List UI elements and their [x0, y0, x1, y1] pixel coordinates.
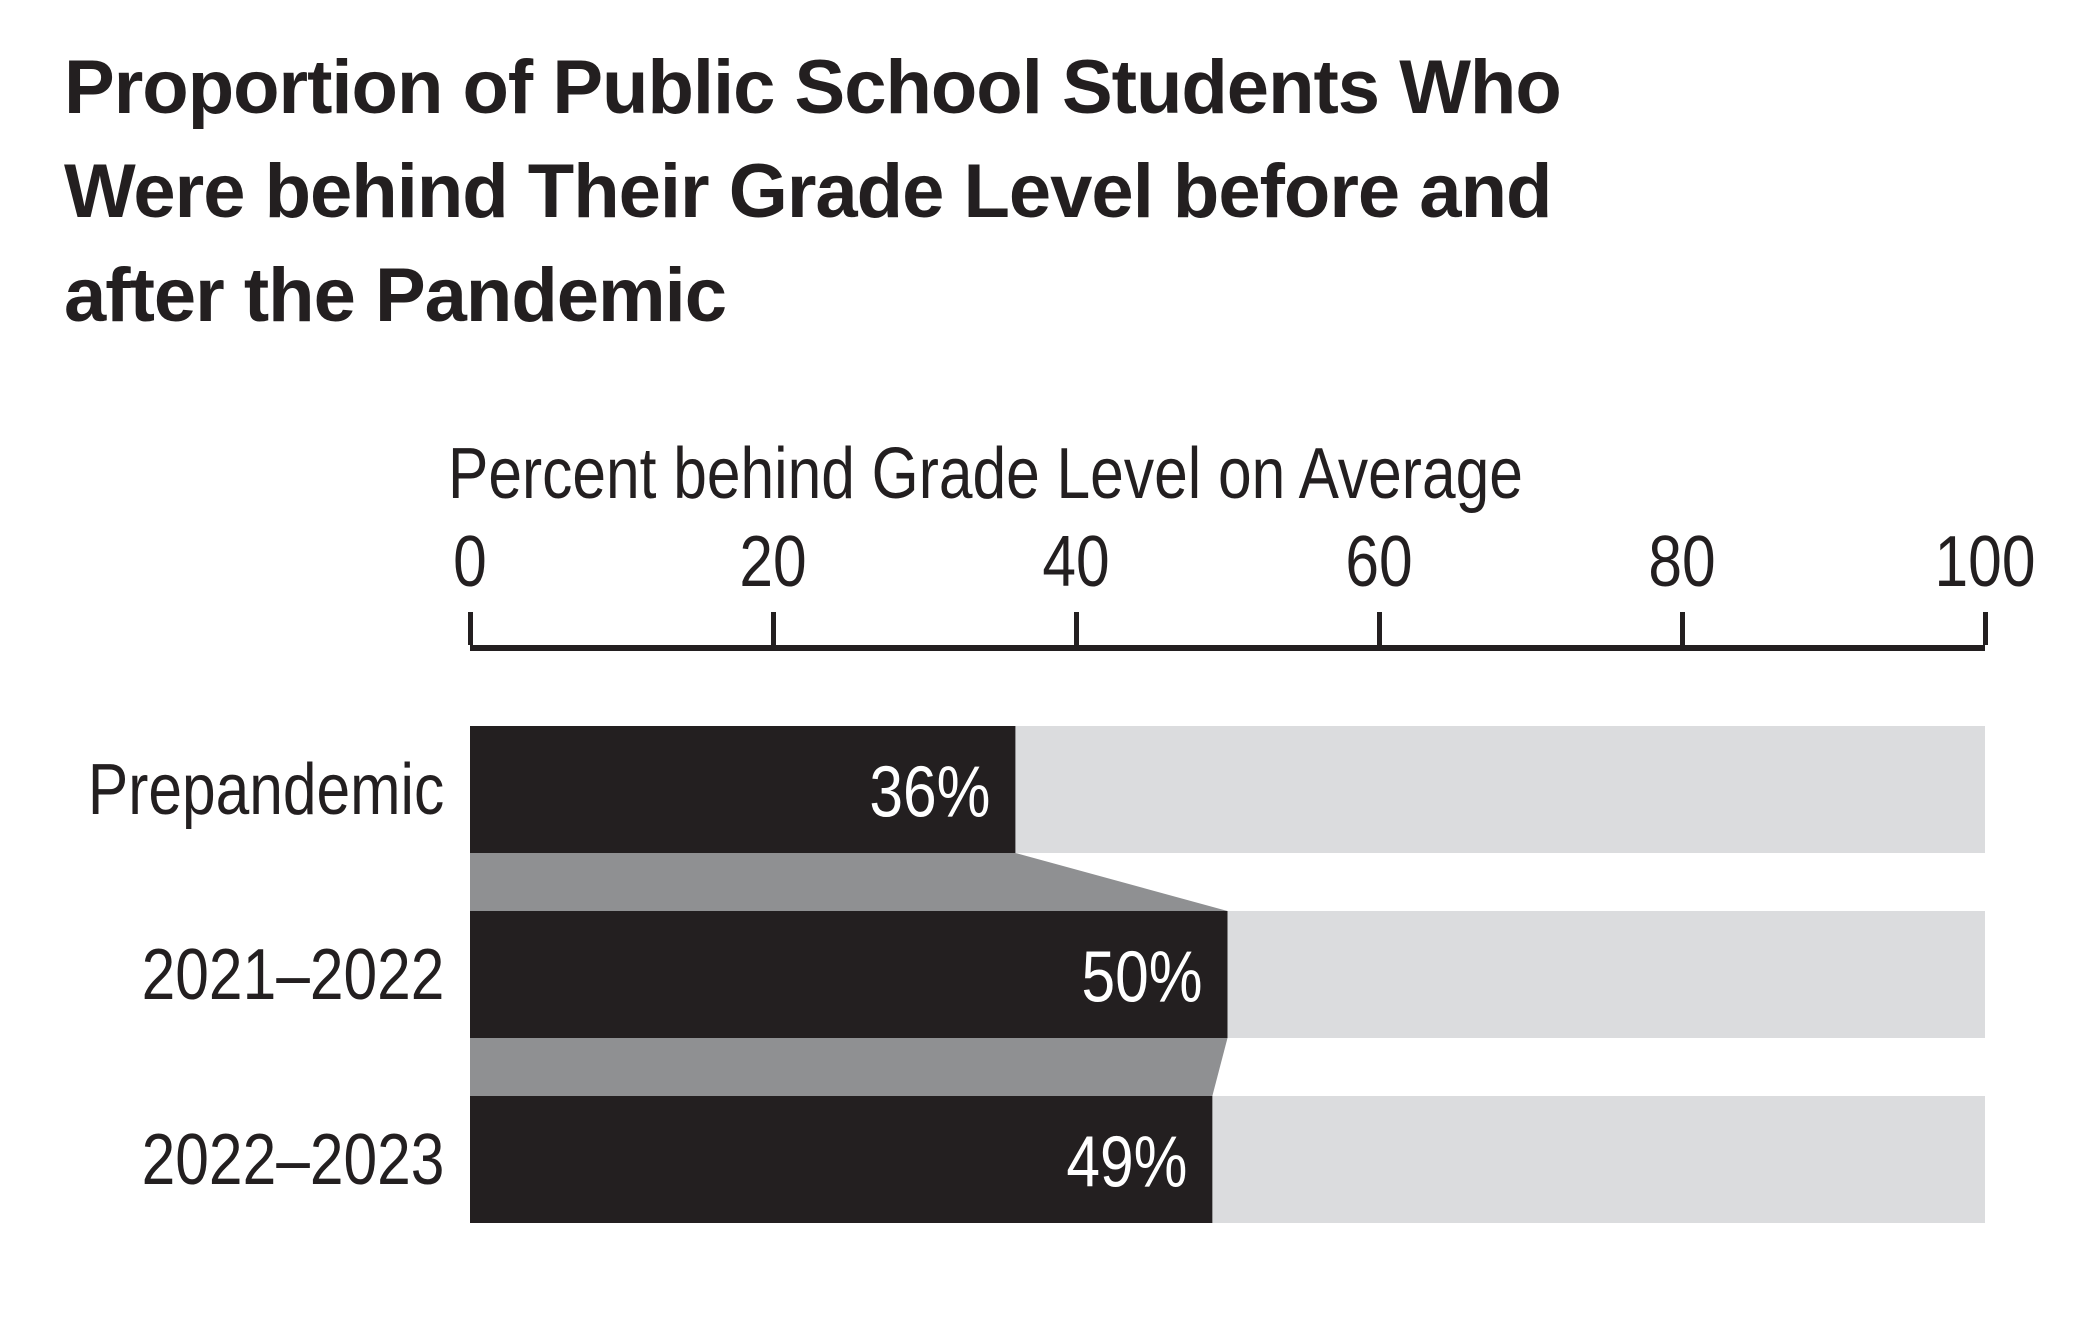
x-tick-mark — [770, 612, 776, 645]
chart-title-line: Were behind Their Grade Level before and — [64, 149, 1552, 234]
bar — [470, 911, 1228, 1038]
x-tick-label: 0 — [453, 522, 487, 602]
connector-band — [470, 1038, 1228, 1096]
bar — [470, 726, 1016, 853]
category-label: 2022–2023 — [141, 1119, 444, 1200]
plot-area: 36% 50% 49% — [470, 726, 1985, 1223]
chart-title-line: after the Pandemic — [64, 253, 727, 338]
x-tick-mark — [1982, 612, 1988, 645]
x-tick-mark — [1679, 612, 1685, 645]
bar — [470, 1096, 1213, 1223]
x-tick-mark — [467, 612, 473, 645]
bar-value-label: 50% — [1081, 938, 1202, 1018]
bar-value-label: 49% — [1066, 1123, 1187, 1203]
x-tick-mark — [1073, 612, 1079, 645]
category-label: Prepandemic — [87, 749, 444, 830]
x-axis-line — [470, 645, 1985, 651]
x-tick-label: 20 — [739, 522, 807, 602]
connector-band — [470, 853, 1228, 911]
x-tick-label: 100 — [1934, 522, 2036, 602]
chart-title: Proportion of Public School Students Who… — [64, 36, 1964, 348]
bar-value-label: 36% — [869, 753, 990, 833]
x-tick-mark — [1376, 612, 1382, 645]
x-tick-label: 80 — [1648, 522, 1716, 602]
x-tick-label: 40 — [1042, 522, 1110, 602]
x-tick-label: 60 — [1345, 522, 1413, 602]
chart-title-line: Proportion of Public School Students Who — [64, 45, 1562, 130]
x-axis-title: Percent behind Grade Level on Average — [448, 434, 1523, 514]
category-label: 2021–2022 — [141, 934, 444, 1015]
